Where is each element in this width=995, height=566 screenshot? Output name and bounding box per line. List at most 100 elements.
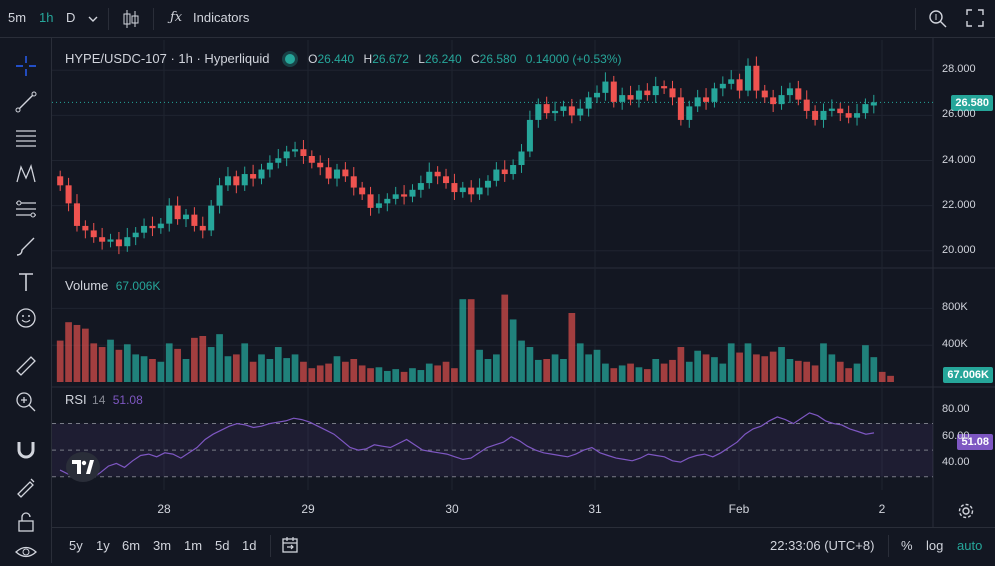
volume-bar [325, 363, 332, 382]
candle [677, 97, 684, 120]
interval-5m[interactable]: 5m [8, 10, 27, 25]
volume-bar [300, 361, 307, 382]
volume-value: 67.006K [115, 279, 161, 293]
candle [786, 88, 793, 96]
candle [543, 104, 550, 114]
symbol-title[interactable]: HYPE/USDC-107 · 1h · Hyperliquid [65, 51, 270, 66]
lock-icon[interactable] [10, 508, 42, 536]
candle [459, 187, 466, 193]
date-range-icon[interactable] [280, 535, 300, 560]
volume-bar [518, 340, 525, 382]
candle [535, 104, 542, 120]
zoom-in-icon[interactable] [10, 388, 42, 416]
range-1m[interactable]: 1m [184, 538, 203, 553]
volume-bar [643, 369, 651, 382]
interval-1h[interactable]: 1h [39, 10, 54, 25]
trend-line-icon[interactable] [10, 88, 42, 116]
candle [703, 97, 710, 102]
divider [270, 535, 271, 557]
text-icon[interactable] [10, 268, 42, 296]
clock-time[interactable]: 22:33:06 (UTC+8) [770, 538, 875, 553]
percent-toggle[interactable]: % [901, 538, 913, 553]
indicators-button[interactable]: Indicators [193, 10, 250, 25]
candle [384, 198, 391, 204]
candle [141, 225, 148, 233]
volume-tick-label: 400K [942, 338, 968, 351]
candle [392, 194, 399, 199]
candle [736, 79, 743, 91]
time-tick-label: 31 [588, 502, 602, 516]
rsi-tick-label: 60.00 [942, 429, 970, 442]
auto-toggle[interactable]: auto [957, 538, 983, 553]
price-tick-label: 28.000 [942, 63, 976, 76]
volume-bar [493, 354, 500, 382]
candle [82, 225, 89, 231]
candlestick-icon[interactable] [122, 9, 140, 35]
candle [283, 151, 290, 159]
candle [367, 194, 374, 208]
candle [593, 92, 601, 98]
log-toggle[interactable]: log [926, 538, 944, 553]
volume-bar [711, 357, 718, 382]
candle [577, 108, 584, 116]
range-3m[interactable]: 3m [153, 538, 172, 553]
volume-bar [669, 359, 676, 382]
candle [292, 149, 299, 152]
zoom-search-icon[interactable] [928, 9, 948, 35]
rsi-legend[interactable]: RSI 14 51.08 [65, 392, 143, 407]
rsi-label: RSI [65, 392, 87, 407]
volume-bar [65, 322, 72, 382]
settings-gear-icon[interactable] [957, 502, 975, 525]
volume-bar [820, 343, 827, 382]
candle [862, 104, 869, 114]
horizontal-lines-icon[interactable] [10, 124, 42, 152]
emoji-icon[interactable] [10, 304, 42, 332]
ruler-icon[interactable] [10, 352, 42, 380]
rsi-band [52, 423, 933, 477]
candle [149, 225, 156, 229]
range-6m[interactable]: 6m [122, 538, 141, 553]
range-5y[interactable]: 5y [69, 538, 83, 553]
volume-bar [568, 313, 576, 382]
crosshair-icon[interactable] [10, 52, 42, 80]
rsi-tick-label: 80.00 [942, 403, 970, 416]
brush-icon[interactable] [10, 232, 42, 260]
candle [216, 185, 223, 206]
magnet-icon[interactable] [10, 436, 42, 464]
range-1d[interactable]: 1d [242, 538, 257, 553]
volume-bar [258, 354, 265, 382]
low-value: 26.240 [424, 52, 462, 66]
interval-d[interactable]: D [66, 10, 76, 25]
pattern-icon[interactable] [10, 160, 42, 188]
candle [493, 169, 500, 181]
volume-bar [199, 336, 207, 382]
range-1y[interactable]: 1y [96, 538, 110, 553]
fullscreen-icon[interactable] [966, 9, 984, 33]
lock-drawing-icon[interactable] [10, 472, 42, 500]
range-5d[interactable]: 5d [215, 538, 230, 553]
volume-bar [182, 359, 190, 382]
candle [627, 95, 634, 100]
volume-bar [618, 365, 626, 382]
volume-bar [115, 349, 123, 382]
candle [409, 189, 416, 197]
candle [166, 205, 173, 224]
candle [174, 205, 181, 220]
volume-bar [434, 365, 441, 382]
volume-legend[interactable]: Volume 67.006K [65, 278, 160, 293]
candle [812, 110, 819, 120]
volume-bar [769, 351, 777, 382]
volume-bar [610, 368, 618, 382]
eye-icon[interactable] [10, 538, 42, 566]
fib-retracement-icon[interactable] [10, 196, 42, 224]
volume-bar [526, 347, 534, 382]
candle [828, 108, 835, 111]
candle [761, 90, 768, 98]
chevron-down-icon[interactable] [88, 10, 98, 30]
candle [401, 194, 408, 197]
volume-bar [853, 363, 861, 382]
tradingview-logo[interactable] [66, 452, 100, 482]
volume-bar [409, 368, 416, 382]
fx-icon[interactable]: ƒx [170, 10, 183, 25]
volume-bar [811, 365, 819, 382]
